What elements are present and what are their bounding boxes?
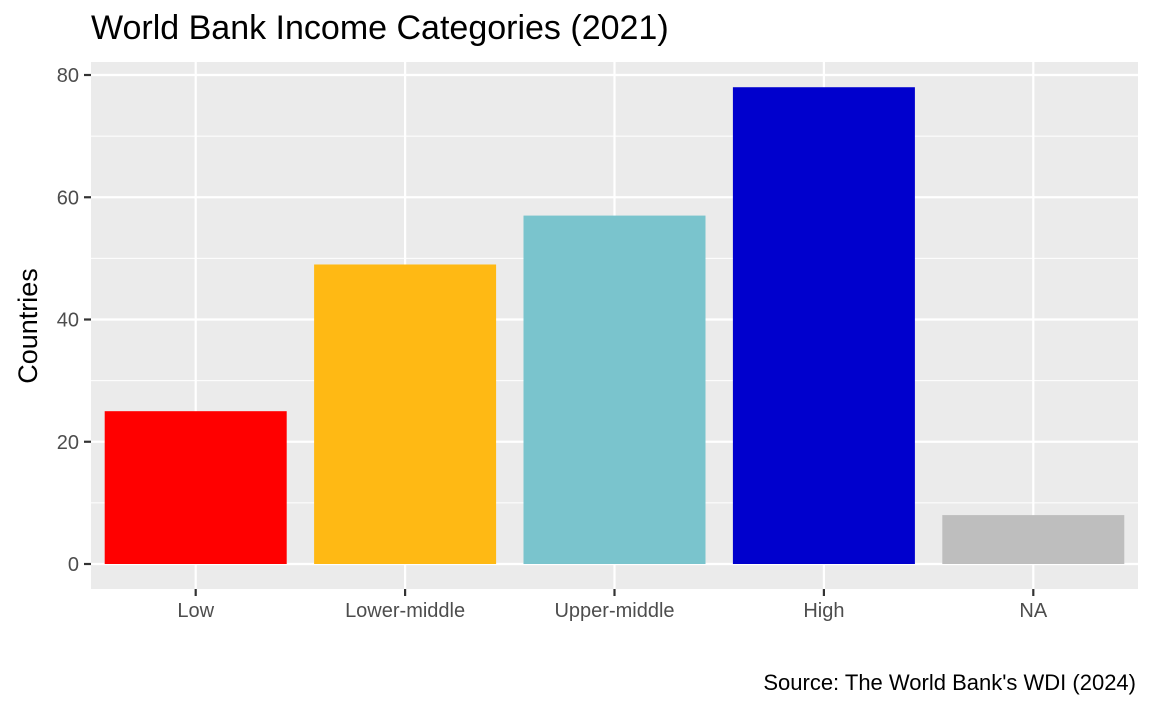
x-tick-label: NA [1019,600,1047,622]
y-tick-label: 0 [68,554,79,576]
bars [104,87,1125,564]
x-tick-label: Lower-middle [345,600,465,622]
x-tick-label: Low [177,600,214,622]
bar-high [732,87,915,564]
bar-lower-middle [314,264,497,564]
y-axis-title: Countries [13,268,43,384]
y-tick-label: 80 [57,65,79,87]
y-tick-label: 40 [57,310,79,332]
bar-low [104,411,287,564]
bar-upper-middle [523,215,706,564]
bar-na [942,515,1125,564]
chart-title: World Bank Income Categories (2021) [91,9,669,47]
x-tick-label: High [803,600,844,622]
y-tick-label: 60 [57,187,79,209]
y-axis: 0 20 40 60 80 [57,65,91,576]
x-tick-label: Upper-middle [554,600,674,622]
chart-caption: Source: The World Bank's WDI (2024) [763,670,1136,695]
x-axis: Low Lower-middle Upper-middle High NA [177,589,1048,622]
y-tick-label: 20 [57,432,79,454]
